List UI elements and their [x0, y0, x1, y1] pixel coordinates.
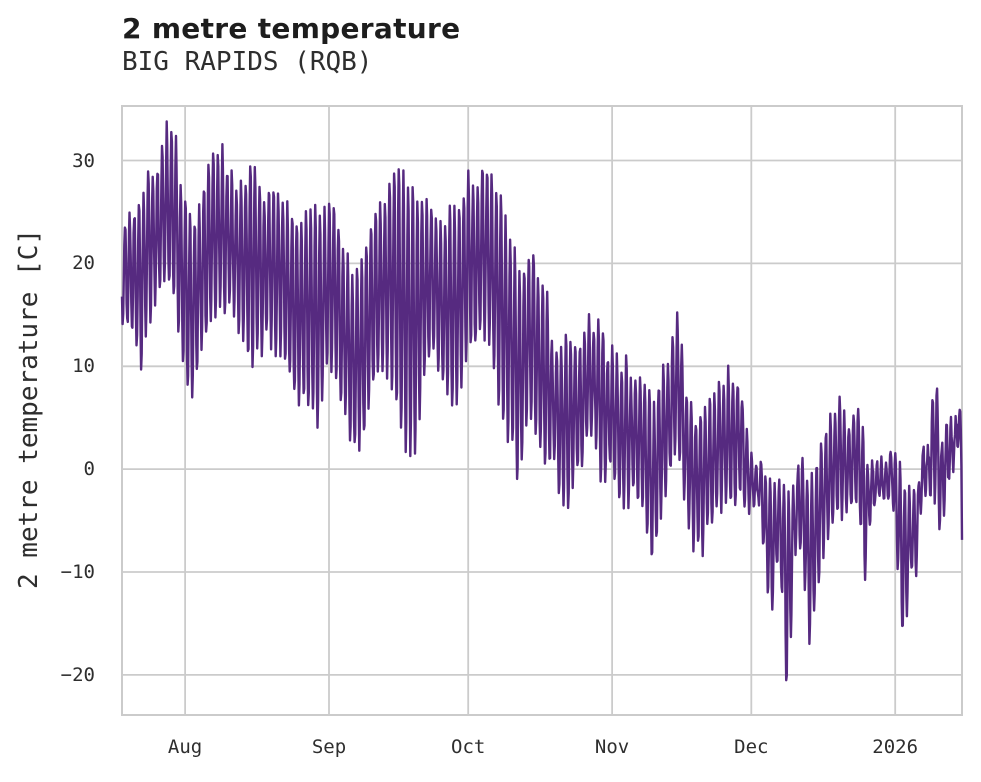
x-tick-label: Nov — [594, 736, 630, 758]
y-tick-label: −20 — [60, 663, 95, 686]
y-tick-label: 20 — [72, 252, 95, 275]
y-tick-label: 0 — [83, 458, 95, 481]
x-tick-label: Dec — [734, 736, 769, 758]
x-tick-label: Aug — [167, 736, 203, 758]
x-tick-label: 2026 — [872, 736, 919, 758]
temperature-line — [120, 120, 964, 682]
x-tick-label: Sep — [311, 736, 347, 758]
plot-frame — [121, 105, 963, 716]
y-tick-label: 10 — [72, 355, 95, 378]
chart-subtitle: BIG RAPIDS (RQB) — [122, 47, 373, 77]
y-tick-label: −10 — [60, 561, 95, 583]
chart-title: 2 metre temperature — [122, 12, 461, 45]
y-tick-label: 30 — [72, 149, 95, 172]
x-tick-label: Oct — [451, 736, 486, 758]
